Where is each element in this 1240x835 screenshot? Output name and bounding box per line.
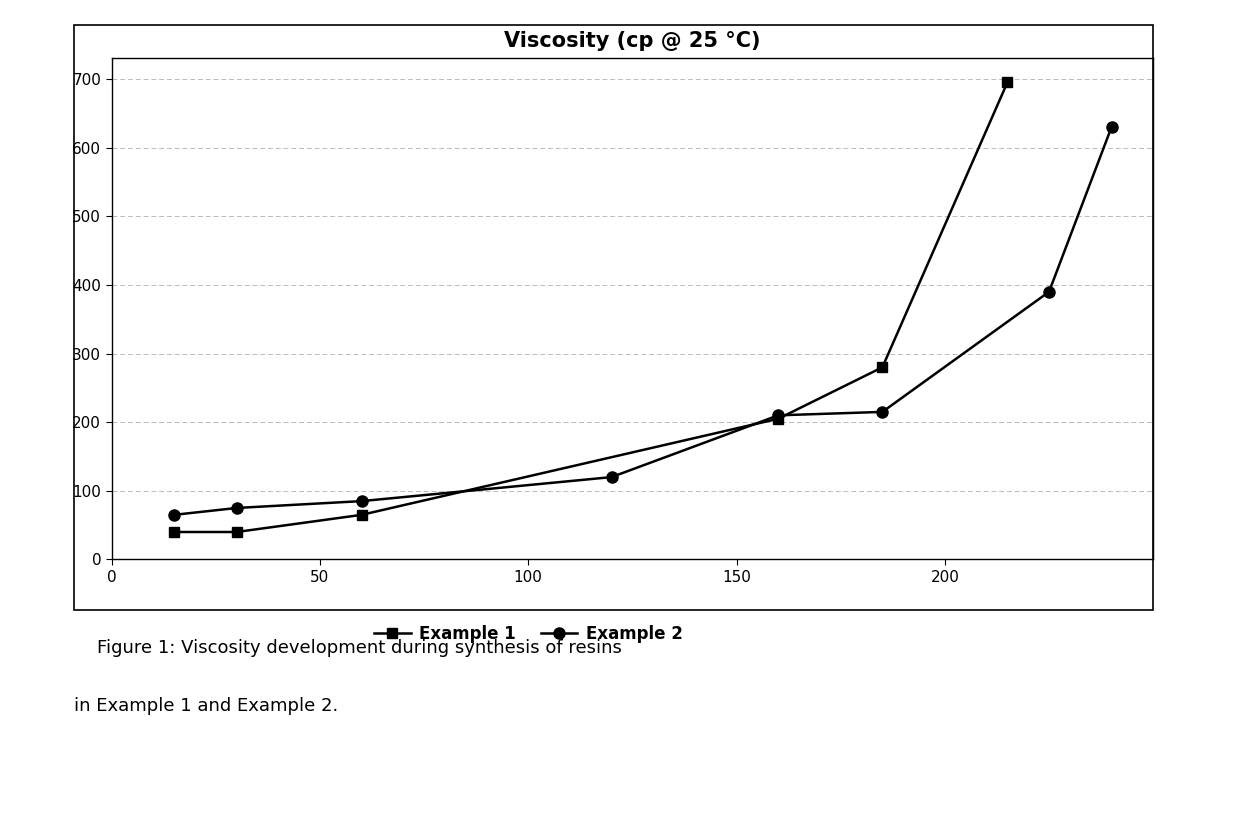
Example 2	[771, 410, 786, 420]
Text: Figure 1: Viscosity development during synthesis of resins: Figure 1: Viscosity development during s…	[74, 639, 622, 657]
Example 1	[771, 414, 786, 424]
Example 1	[999, 78, 1014, 88]
Example 1	[166, 527, 181, 537]
Text: in Example 1 and Example 2.: in Example 1 and Example 2.	[74, 697, 339, 716]
Example 1	[875, 362, 890, 372]
Line: Example 2: Example 2	[169, 122, 1117, 520]
Example 2	[166, 510, 181, 520]
Example 2	[229, 503, 244, 513]
Example 2	[875, 407, 890, 417]
Title: Viscosity (cp @ 25 °C): Viscosity (cp @ 25 °C)	[505, 32, 760, 51]
Example 2	[604, 472, 619, 482]
Legend: Example 1, Example 2: Example 1, Example 2	[366, 617, 691, 651]
Example 1	[229, 527, 244, 537]
Line: Example 1: Example 1	[169, 78, 1012, 537]
Example 2	[355, 496, 370, 506]
Example 2	[1042, 286, 1056, 296]
Example 1	[355, 510, 370, 520]
Example 2	[1104, 122, 1118, 132]
